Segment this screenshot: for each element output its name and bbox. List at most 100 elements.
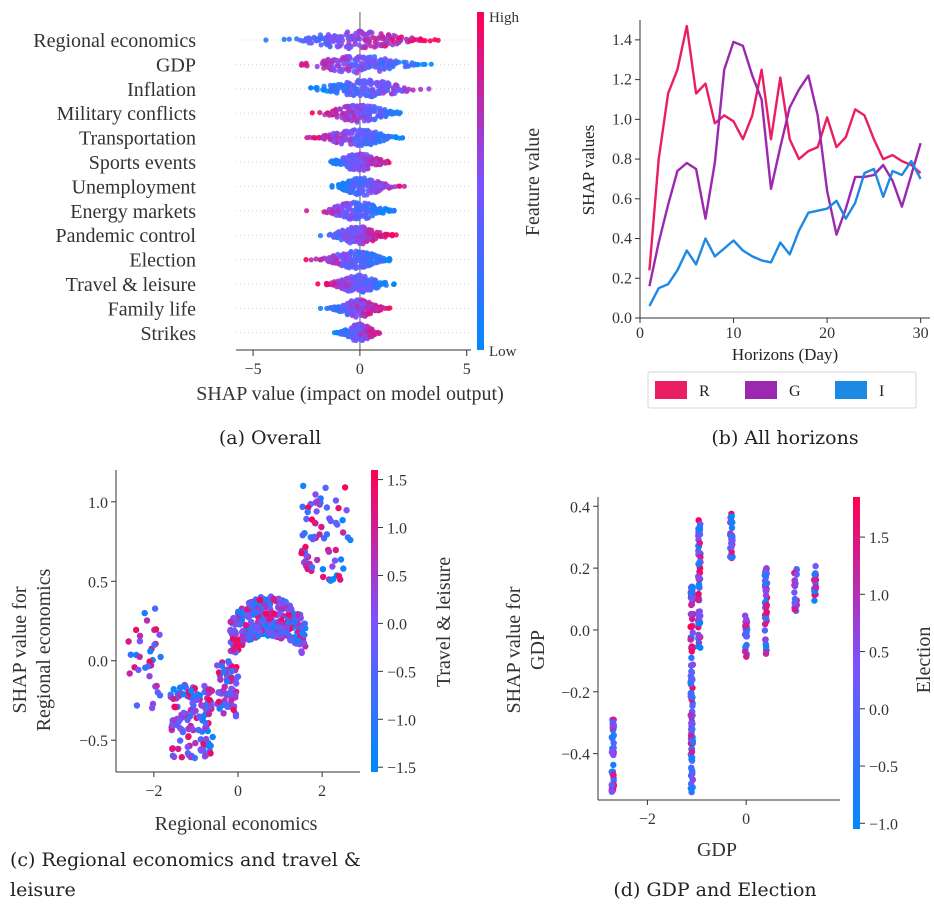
a-swarm-dot [313, 85, 319, 91]
c-point [214, 662, 221, 669]
d-point [696, 633, 703, 640]
a-swarm-dot [361, 324, 367, 330]
c-point [153, 682, 160, 690]
a-swarm-dot [363, 210, 369, 217]
c-point [270, 596, 277, 603]
a-swarm-dot [385, 40, 391, 47]
c-point [322, 484, 329, 491]
c-point [266, 615, 273, 622]
a-swarm-dot [377, 61, 383, 67]
a-swarm-dot [350, 227, 356, 233]
a-swarm-dot [356, 80, 362, 86]
a-swarm-dot [373, 158, 379, 165]
c-point [256, 596, 264, 604]
c-point [156, 692, 164, 699]
d-point [763, 603, 770, 610]
a-colorbar [477, 12, 484, 350]
d-point [742, 622, 749, 629]
d-colorbar [853, 497, 860, 829]
c-point [157, 653, 164, 661]
d-point [811, 571, 818, 578]
a-swarm-dot [345, 333, 351, 339]
d-point [689, 702, 696, 710]
a-feature-label: Unemployment [72, 176, 197, 198]
a-feature-label: Energy markets [70, 201, 196, 223]
c-point [195, 726, 202, 734]
a-swarm-dot [372, 254, 378, 260]
a-swarm-dot [344, 29, 351, 35]
a-swarm-dot [385, 32, 391, 38]
a-swarm-dot [342, 286, 348, 292]
a-swarm-dot [385, 305, 391, 311]
c-point [143, 617, 151, 624]
a-swarm-dot [368, 63, 374, 69]
c-point [313, 508, 320, 515]
d-point [695, 581, 703, 588]
b-ylabel: SHAP values [579, 125, 598, 216]
a-swarm-dot [382, 133, 388, 140]
d-point [687, 711, 694, 719]
c-point [251, 610, 258, 617]
c-point [298, 549, 305, 557]
a-swarm-dot [343, 276, 349, 282]
c-x-tick-label: 2 [318, 783, 326, 800]
a-swarm-dot [376, 182, 382, 189]
a-swarm-dot [294, 36, 300, 42]
d-point [793, 571, 800, 578]
a-swarm-dot [357, 211, 363, 217]
a-swarm-dot [339, 181, 345, 187]
a-swarm-dot [356, 227, 362, 233]
a-feature-label: Strikes [140, 323, 196, 345]
a-swarm-dot [370, 86, 376, 93]
c-point [175, 745, 182, 753]
a-feature-label: Regional economics [33, 30, 196, 52]
d-point [763, 643, 770, 650]
a-swarm-dot [325, 281, 331, 287]
a-swarm-dot [345, 214, 351, 220]
a-swarm-dot [356, 31, 362, 37]
a-swarm-dot [330, 37, 336, 43]
b-x-tick-label: 20 [819, 325, 835, 342]
a-swarm-dot [409, 35, 415, 41]
c-point [156, 631, 163, 638]
a-swarm-dot [354, 142, 360, 148]
c-point [145, 663, 152, 670]
a-swarm-dot [346, 255, 352, 261]
c-point [205, 710, 213, 718]
a-swarm-dot [344, 210, 350, 216]
d-point [687, 780, 695, 788]
d-x-tick-label: 0 [742, 811, 750, 828]
d-point [689, 726, 696, 733]
a-swarm-dot [372, 64, 379, 70]
d-x-tick-label: −2 [639, 811, 656, 828]
a-feature-label: GDP [156, 54, 196, 76]
c-point [202, 752, 210, 759]
b-legend-label: G [789, 383, 801, 400]
a-swarm-dot [352, 57, 358, 63]
a-colorbar-high: High [489, 10, 520, 26]
a-x-tick-label: −5 [245, 361, 262, 378]
d-point [689, 629, 696, 636]
a-swarm-dot [384, 111, 391, 117]
a-swarm-dot [403, 36, 409, 42]
c-point [313, 556, 321, 564]
a-swarm-dot [333, 158, 339, 164]
d-y-tick-label: 0.2 [570, 561, 590, 578]
a-swarm-dot [364, 134, 370, 140]
a-swarm-dot [335, 63, 341, 69]
a-swarm-dot [318, 42, 324, 48]
a-swarm-dot [393, 82, 399, 88]
a-swarm-dot [362, 281, 368, 287]
d-point [688, 788, 695, 796]
c-point [208, 703, 215, 710]
c-point [229, 635, 237, 643]
b-y-tick-label: 0.6 [612, 191, 632, 208]
d-colorbar-tick-label: 0.0 [869, 702, 889, 719]
a-swarm-dot [335, 81, 341, 88]
a-swarm-dot [303, 257, 309, 263]
a-swarm-dot [390, 109, 396, 115]
a-swarm-dot [347, 299, 354, 305]
a-swarm-dot [327, 34, 333, 40]
a-swarm-dot [331, 65, 337, 71]
c-point [206, 696, 213, 704]
